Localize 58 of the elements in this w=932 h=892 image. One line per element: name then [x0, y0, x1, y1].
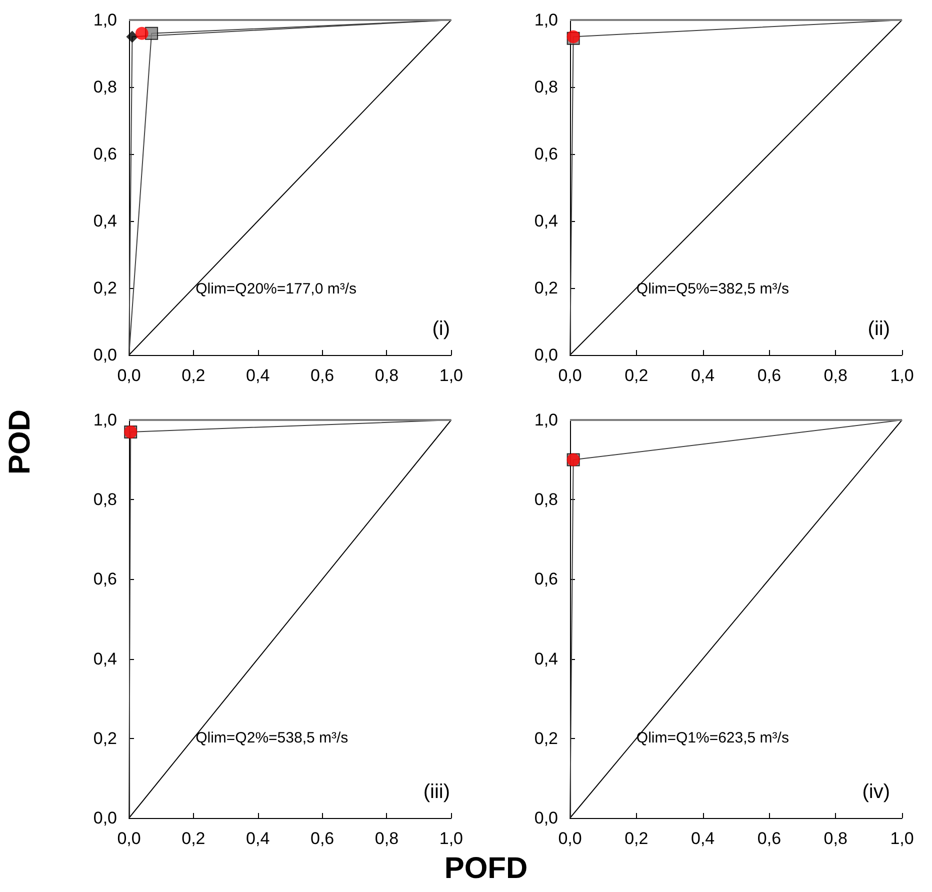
x-tick-label: 0,0 — [117, 829, 141, 848]
x-tick-label: 0,0 — [558, 366, 582, 385]
annotation: Qlim=Q5%=382,5 m³/s — [636, 280, 789, 298]
x-tick-label: 0,4 — [690, 829, 715, 848]
x-tick-label: 1,0 — [439, 829, 464, 848]
y-tick-label: 0,8 — [93, 490, 117, 510]
x-tick-label: 1,0 — [439, 366, 464, 385]
y-tick-label: 1,0 — [534, 10, 558, 30]
y-tick-label: 0,6 — [93, 570, 117, 589]
y-tick-label: 0,2 — [534, 278, 558, 298]
y-tick-label: 0,0 — [93, 346, 117, 364]
y-tick-label: 0,2 — [93, 728, 117, 748]
annotation: Qlim=Q1%=623,5 m³/s — [636, 729, 789, 746]
y-tick-label: 0,6 — [534, 570, 558, 589]
x-axis-title: POFD — [443, 852, 529, 886]
x-tick-label: 1,0 — [890, 366, 914, 385]
x-tick-label: 0,4 — [246, 829, 270, 848]
y-tick-label: 0,2 — [93, 278, 117, 298]
x-tick-label: 0,8 — [824, 366, 848, 385]
annotation: (ii) — [868, 318, 890, 340]
y-tick-label: 0,6 — [534, 144, 558, 164]
x-tick-label: 0,2 — [624, 366, 648, 385]
y-tick-label: 0,8 — [93, 78, 117, 96]
annotation: (iv) — [862, 781, 890, 803]
y-axis-title: POD — [4, 409, 38, 475]
y-tick-label: 0,8 — [534, 490, 558, 510]
annotation: (i) — [432, 318, 450, 340]
y-tick-label: 1,0 — [534, 410, 558, 430]
annotation: (iii) — [423, 781, 450, 803]
x-tick-label: 0,0 — [558, 829, 582, 848]
y-tick-label: 0,4 — [534, 212, 558, 230]
x-tick-label: 0,6 — [310, 829, 334, 848]
x-tick-label: 1,0 — [890, 829, 914, 848]
x-tick-label: 0,4 — [246, 366, 270, 385]
annotation: Qlim=Q2%=538,5 m³/s — [196, 729, 348, 746]
x-tick-label: 0,8 — [824, 829, 848, 848]
annotation: Qlim=Q20%=177,0 m³/s — [196, 280, 357, 298]
y-tick-label: 1,0 — [93, 10, 117, 30]
x-tick-label: 0,6 — [310, 366, 334, 385]
x-tick-label: 0,4 — [690, 366, 715, 385]
x-tick-label: 0,2 — [182, 366, 206, 385]
y-tick-label: 0,8 — [534, 78, 558, 96]
x-tick-label: 0,8 — [374, 366, 399, 385]
x-tick-label: 0,6 — [757, 366, 782, 385]
x-tick-label: 0,2 — [182, 829, 206, 848]
y-tick-label: 0,0 — [534, 808, 558, 828]
y-tick-label: 1,0 — [93, 410, 117, 430]
y-tick-label: 0,2 — [534, 728, 558, 748]
y-tick-label: 0,0 — [534, 346, 558, 364]
y-tick-label: 0,4 — [93, 212, 117, 230]
y-tick-label: 0,4 — [93, 649, 117, 668]
x-tick-label: 0,8 — [374, 829, 399, 848]
y-tick-label: 0,4 — [534, 649, 558, 668]
y-tick-label: 0,6 — [93, 144, 117, 164]
x-tick-label: 0,0 — [117, 366, 141, 385]
x-tick-label: 0,2 — [624, 829, 648, 848]
y-tick-label: 0,0 — [93, 808, 117, 828]
x-tick-label: 0,6 — [757, 829, 782, 848]
